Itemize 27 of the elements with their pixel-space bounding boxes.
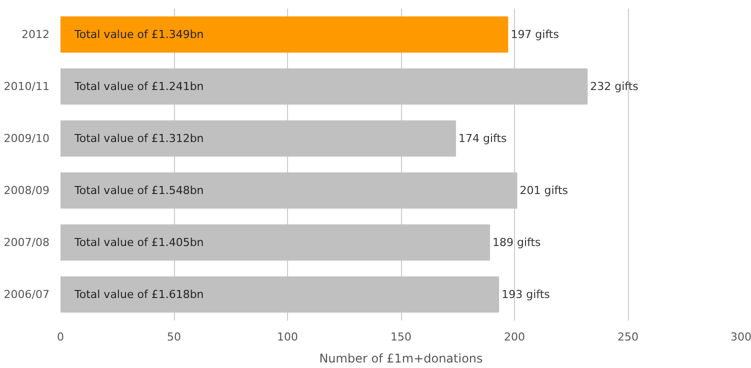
y-tick-label: 2008/09 [4,184,50,197]
x-tick-label: 200 [504,330,525,344]
data-label: 174 gifts [458,132,508,145]
annotation: Total value of £1.349bn [74,28,204,41]
data-label: 193 gifts [502,288,550,301]
x-axis-title: Number of £1m+donations [319,352,483,366]
annotation: Total value of £1.405bn [74,236,204,249]
data-label: 189 gifts [492,236,542,249]
x-tick-label: 50 [167,330,181,344]
y-tick-label: 2006/07 [4,288,50,301]
annotation: Total value of £1.241bn [74,80,204,93]
annotation: Total value of £1.312bn [74,132,204,145]
data-label: 201 gifts [520,184,568,197]
x-tick-label: 150 [390,330,412,344]
x-tick-label: 250 [618,330,638,344]
annotation: Total value of £1.618bn [74,288,204,301]
y-tick-label: 2009/10 [4,132,50,145]
annotation: Total value of £1.548bn [74,184,204,197]
bar [60,16,508,53]
y-tick-label: 2012 [22,28,50,41]
x-tick-label: 0 [57,330,64,344]
x-tick-label: 100 [277,330,298,344]
y-tick-label: 2007/08 [4,236,50,249]
data-label: 232 gifts [590,80,639,93]
data-label: 197 gifts [510,28,560,41]
y-tick-label: 2010/11 [4,80,50,93]
x-tick-label: 300 [730,330,751,344]
